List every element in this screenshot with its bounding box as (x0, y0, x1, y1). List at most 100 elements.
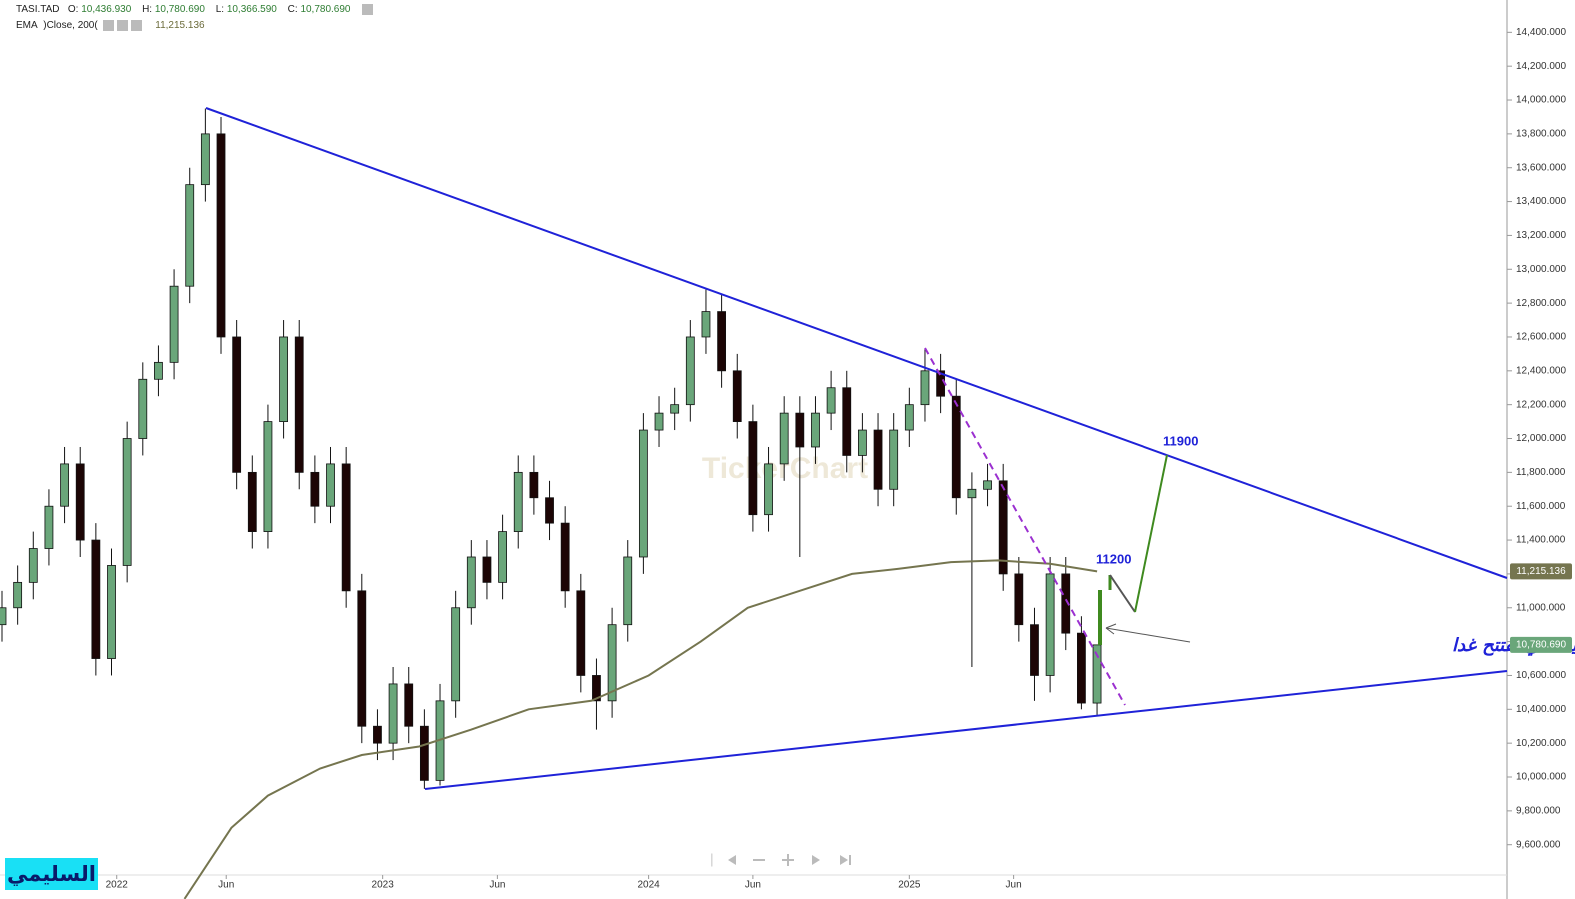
candle-body (1045, 573, 1055, 676)
candle-body (0, 607, 7, 626)
candle-body (326, 463, 335, 507)
candle-body (216, 133, 226, 338)
y-tick-label: 11,600.000 (1516, 501, 1566, 512)
candle-body (670, 404, 680, 414)
candle-body (529, 471, 539, 499)
x-tick-label: 2024 (637, 880, 660, 891)
candle-body (200, 133, 210, 186)
candle-body (1014, 573, 1024, 626)
candle-body (967, 488, 977, 499)
candle-body (811, 412, 820, 448)
candle-body (60, 463, 69, 507)
candle-body (779, 412, 789, 465)
nav-end[interactable] (840, 855, 851, 865)
candle-body (732, 370, 742, 422)
candle-body (357, 590, 367, 727)
candle-body (451, 607, 461, 702)
y-tick-label: 11,000.000 (1516, 602, 1566, 613)
candle-body (513, 471, 523, 533)
legend-key: O: (67, 4, 79, 16)
forecast-candle (1098, 590, 1102, 645)
y-tick-label: 11,800.000 (1516, 467, 1566, 478)
candle-body (482, 556, 492, 583)
y-tick-label: 10,400.000 (1516, 704, 1566, 715)
legend-value: 10,436.930 (81, 4, 132, 16)
candle-body (44, 505, 54, 549)
candle-body (764, 463, 773, 516)
y-tick-label: 10,600.000 (1516, 670, 1566, 681)
y-tick-label: 12,800.000 (1516, 298, 1566, 309)
x-tick-label: Jun (745, 880, 761, 891)
forecast-path (1134, 454, 1168, 613)
candle-body (748, 421, 758, 516)
forecast-path (1109, 574, 1136, 613)
nav-forward[interactable] (812, 855, 820, 865)
breakout-trendline (924, 347, 1126, 706)
remove-icon[interactable] (131, 20, 143, 31)
candle-body (904, 404, 914, 431)
candle-body (263, 421, 273, 533)
candle-body (826, 387, 836, 414)
settings-icon[interactable] (117, 20, 129, 31)
pointer-arrow (1105, 627, 1191, 643)
candle-body (388, 683, 398, 744)
candle-body (983, 480, 992, 490)
candle-body (1061, 573, 1071, 634)
y-tick-label: 13,800.000 (1516, 129, 1566, 140)
candle-body (717, 311, 727, 372)
nav-zoom-out[interactable] (753, 859, 765, 861)
nav-back[interactable] (728, 855, 736, 865)
target-label: 11200 (1096, 551, 1131, 566)
candle-body (294, 336, 304, 473)
ohlc-legend: TASI.TAD O: 10,436.930 H: 10,780.690 L: … (16, 4, 373, 15)
x-tick-label: Jun (218, 880, 234, 891)
candle-body (685, 336, 695, 406)
candle-body (795, 412, 805, 448)
menu-icon[interactable] (361, 4, 373, 15)
resistance-trendline (205, 107, 1508, 579)
y-tick-label: 12,400.000 (1516, 365, 1566, 376)
y-tick-label: 12,200.000 (1516, 399, 1566, 410)
candle-body (169, 285, 179, 363)
price-badge (1510, 563, 1572, 580)
candle-body (373, 725, 382, 744)
candle-body (889, 429, 899, 490)
support-trendline (424, 670, 1508, 790)
candle-body (1030, 624, 1039, 676)
candle-body (857, 429, 867, 456)
candle-body (75, 463, 85, 541)
candle-body (232, 336, 242, 473)
candle-body (545, 497, 554, 524)
candle-body (466, 556, 476, 609)
candle-body (1092, 644, 1102, 704)
candle-body (560, 522, 570, 592)
candle-body (419, 725, 429, 781)
ema-line (183, 559, 1098, 899)
legend-key: C: (287, 4, 298, 16)
visibility-icon[interactable] (103, 20, 115, 31)
arrow-head (1105, 623, 1117, 635)
ema-value: 11,215.136 (155, 20, 205, 32)
y-tick-label: 13,600.000 (1516, 162, 1566, 173)
candle-body (13, 581, 23, 609)
candle-body (592, 675, 601, 702)
y-tick-label: 10,000.000 (1516, 772, 1566, 783)
nav-zoom-in[interactable] (782, 854, 794, 866)
x-tick-label: Jun (489, 880, 505, 891)
y-tick-label: 9,600.000 (1516, 839, 1561, 850)
candle-body (654, 412, 664, 431)
y-tick-label: 13,200.000 (1516, 230, 1566, 241)
candle-body (607, 624, 617, 702)
candle-body (341, 463, 351, 592)
y-tick-label: 13,400.000 (1516, 196, 1566, 207)
y-tick-label: 12,600.000 (1516, 332, 1566, 343)
nav-bar[interactable]: | (710, 851, 714, 867)
candle-body (404, 683, 414, 727)
candle-body (122, 438, 132, 566)
candle-body (28, 548, 38, 583)
candle-body (1077, 632, 1086, 704)
candle-body (498, 531, 507, 583)
ema-params: )Close, 200( (43, 20, 98, 32)
candle-body (310, 471, 320, 507)
x-tick-label: 2025 (898, 880, 921, 891)
